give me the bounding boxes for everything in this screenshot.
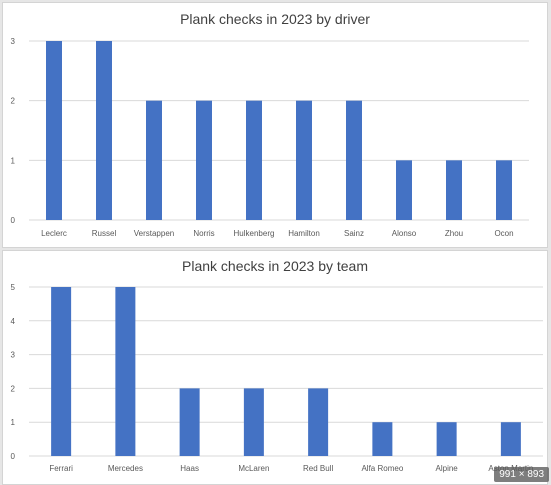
driver-bar-leclerc — [46, 41, 62, 220]
team-bar-alfa-romeo — [372, 422, 393, 456]
driver-x-tick-label: Hulkenberg — [234, 229, 275, 238]
driver-bar-hulkenberg — [246, 100, 262, 220]
team-y-tick-label: 2 — [11, 384, 16, 393]
team-bar-ferrari — [51, 287, 72, 456]
team-y-tick-label: 1 — [11, 418, 16, 427]
team-chart-panel: Plank checks in 2023 by team 0 1 2 3 4 5 Ferra… — [2, 250, 548, 485]
team-y-tick-label: 4 — [11, 317, 16, 326]
driver-x-tick-label: Hamilton — [288, 229, 320, 238]
driver-bar-russel — [96, 41, 112, 220]
driver-chart-title: Plank checks in 2023 by driver — [180, 11, 370, 27]
driver-x-tick-label: Sainz — [344, 229, 364, 238]
driver-x-tick-label: Norris — [193, 229, 214, 238]
driver-x-tick-label: Leclerc — [41, 229, 67, 238]
driver-x-tick-label: Russel — [92, 229, 117, 238]
driver-y-tick-label: 3 — [11, 37, 16, 46]
team-x-tick-label: Alpine — [436, 464, 459, 473]
driver-y-tick-label: 1 — [11, 156, 16, 165]
team-bar-haas — [179, 388, 200, 456]
driver-x-tick-label: Ocon — [494, 229, 513, 238]
driver-bar-verstappen — [146, 100, 162, 220]
driver-bar-hamilton — [296, 100, 312, 220]
image-size-badge: 991 × 893 — [494, 467, 549, 482]
team-x-tick-label: Haas — [180, 464, 199, 473]
driver-bar-zhou — [446, 160, 462, 220]
team-bar-mercedes — [115, 287, 136, 456]
team-bar-mclaren — [243, 388, 264, 456]
team-x-tick-label: McLaren — [238, 464, 269, 473]
driver-x-tick-label: Verstappen — [134, 229, 174, 238]
driver-y-tick-label: 2 — [11, 97, 16, 106]
driver-bar-ocon — [496, 160, 512, 220]
driver-y-tick-label: 0 — [11, 216, 16, 225]
driver-x-tick-label: Alonso — [392, 229, 417, 238]
driver-x-tick-label: Zhou — [445, 229, 463, 238]
driver-chart-plot: 0 1 2 3 Leclerc Russel Verstappen Norris Hulkenb… — [11, 37, 529, 238]
team-x-tick-label: Mercedes — [108, 464, 143, 473]
driver-bar-norris — [196, 100, 212, 220]
driver-chart-panel: Plank checks in 2023 by driver 0 1 2 3 Lecle… — [2, 2, 548, 248]
team-x-tick-label: Alfa Romeo — [361, 464, 403, 473]
team-y-tick-label: 5 — [11, 283, 16, 292]
team-y-tick-label: 0 — [11, 452, 16, 461]
team-chart-plot: 0 1 2 3 4 5 Ferrari Mercedes Haas McLaren Red Bull… — [11, 283, 543, 473]
team-x-tick-label: Ferrari — [49, 464, 73, 473]
team-bar-alpine — [436, 422, 457, 456]
team-bar-red-bull — [308, 388, 329, 456]
driver-bar-sainz — [346, 100, 362, 220]
driver-bar-alonso — [396, 160, 412, 220]
team-chart-title: Plank checks in 2023 by team — [182, 258, 368, 274]
team-y-tick-label: 3 — [11, 351, 16, 360]
team-x-tick-label: Red Bull — [303, 464, 333, 473]
team-bar-aston-martin — [500, 422, 521, 456]
